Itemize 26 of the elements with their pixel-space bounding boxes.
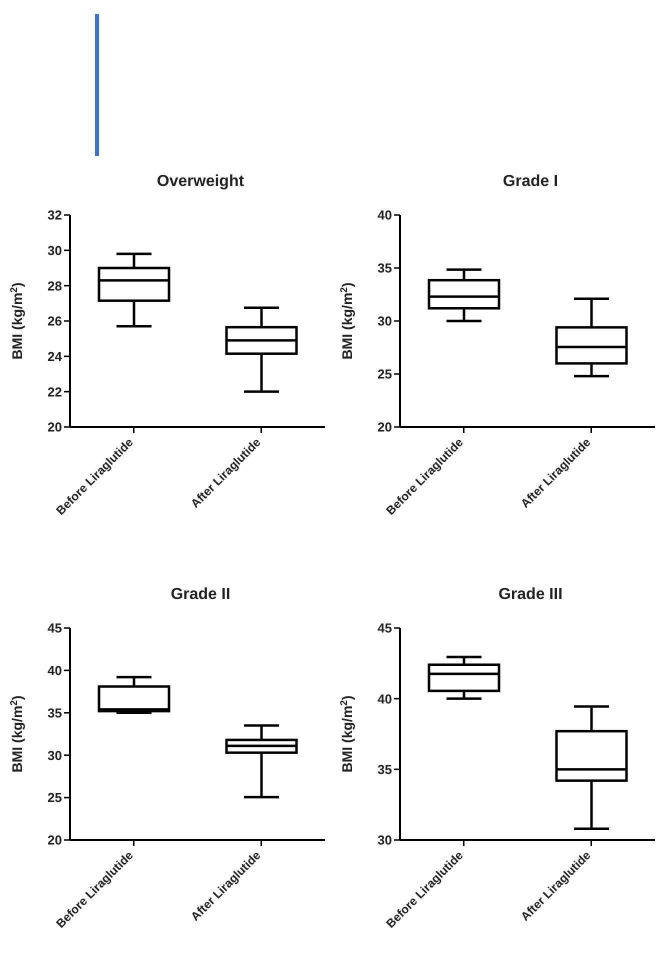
y-tick-label: 20 xyxy=(48,832,62,848)
chart-title: Overweight xyxy=(156,173,246,192)
y-tick-label: 28 xyxy=(48,278,62,294)
chart-title: Grade I xyxy=(502,173,560,192)
y-tick-label: 22 xyxy=(48,384,62,400)
y-tick-label: 26 xyxy=(48,314,62,329)
y-tick-label: 25 xyxy=(378,366,392,382)
y-tick-label: 45 xyxy=(378,620,392,636)
y-tick-label: 30 xyxy=(378,314,392,329)
y-tick-label: 20 xyxy=(378,420,392,435)
y-tick-label: 30 xyxy=(48,242,62,258)
y-tick-label: 35 xyxy=(378,260,392,276)
y-tick-label: 35 xyxy=(48,705,62,720)
y-tick-label: 32 xyxy=(48,208,62,223)
y-tick-label: 40 xyxy=(378,691,392,706)
y-tick-label: 30 xyxy=(378,832,392,848)
y-tick-label: 40 xyxy=(378,208,392,223)
chart-title: Grade II xyxy=(170,586,232,605)
y-tick-label: 20 xyxy=(48,420,62,435)
y-tick-label: 30 xyxy=(48,748,62,763)
y-tick-label: 24 xyxy=(48,348,63,364)
chart-title: Grade III xyxy=(497,586,564,605)
y-tick-label: 25 xyxy=(48,790,62,806)
y-tick-label: 35 xyxy=(378,762,392,777)
y-tick-label: 40 xyxy=(48,663,62,678)
y-tick-label: 45 xyxy=(48,620,62,636)
